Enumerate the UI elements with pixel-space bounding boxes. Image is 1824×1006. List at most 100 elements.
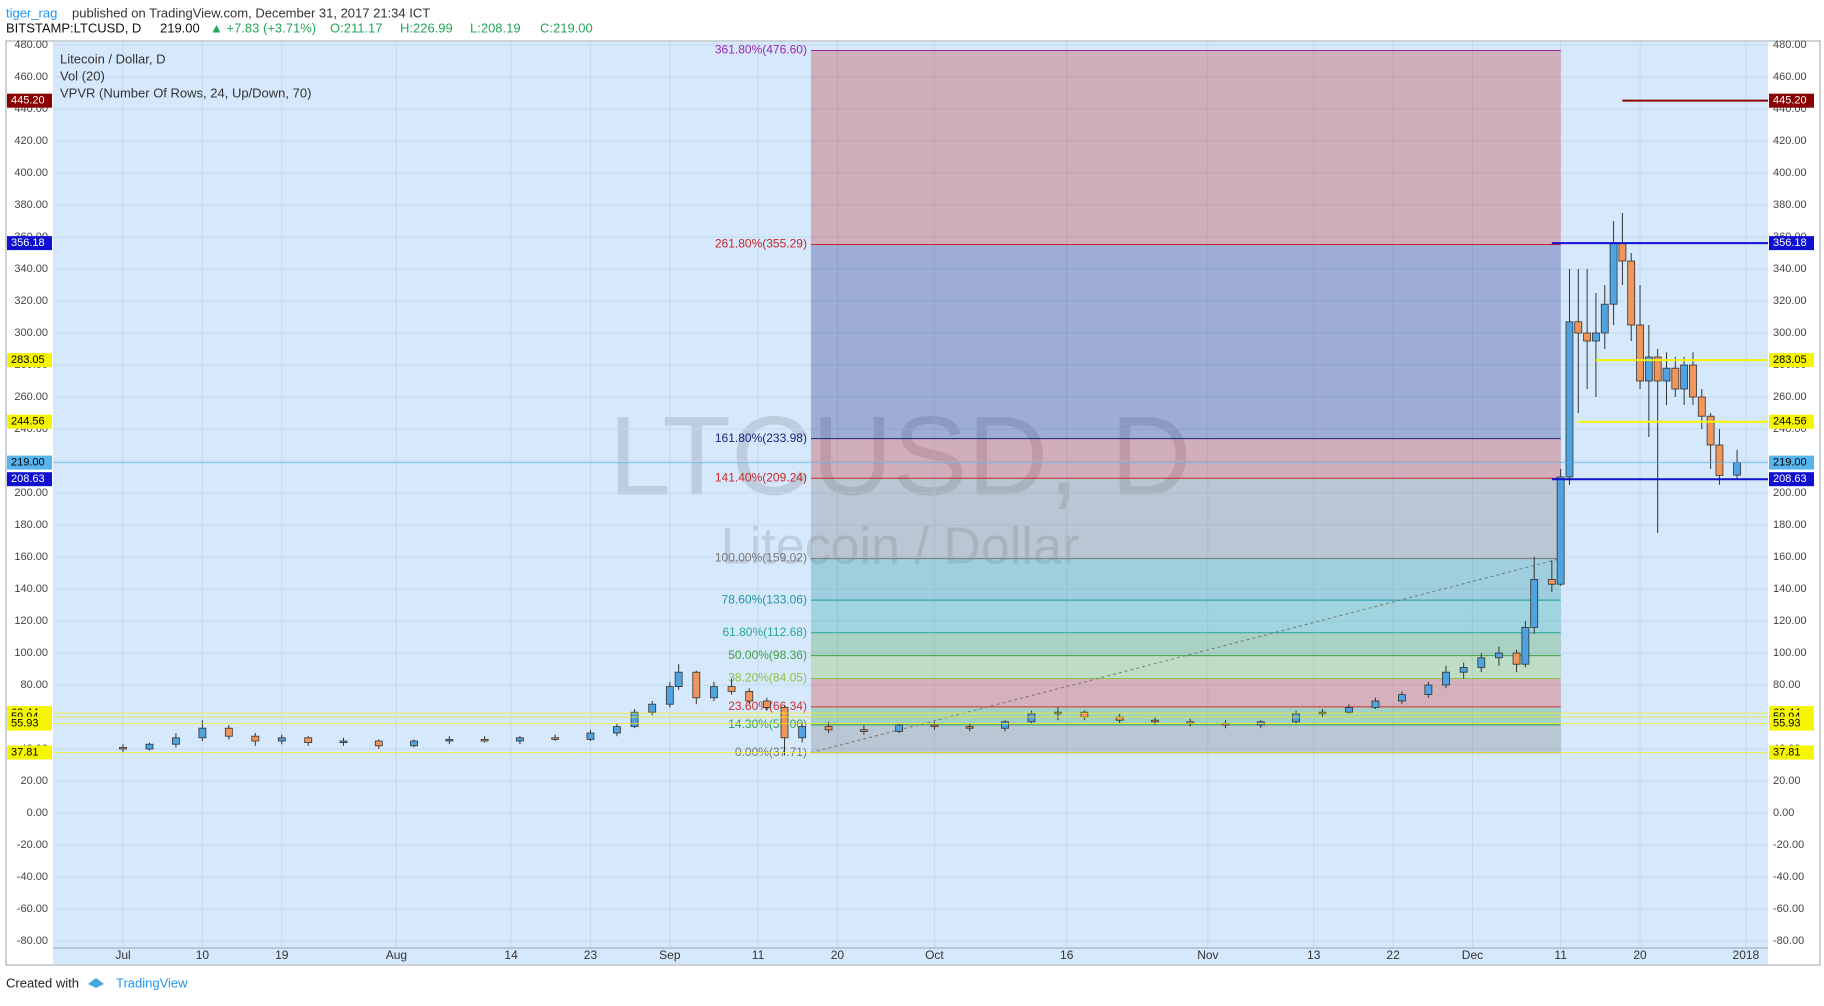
candle-body — [762, 700, 771, 708]
candle-body — [1001, 721, 1009, 729]
candle-body — [1689, 364, 1697, 398]
candle-body — [630, 711, 639, 728]
candle-body — [613, 726, 621, 734]
y-tick-label: 0.00 — [27, 807, 48, 819]
y-tick-label: 120.00 — [14, 615, 48, 627]
candle-body — [1512, 652, 1521, 665]
level-badge-right-text: 208.63 — [1773, 473, 1807, 485]
candle-body — [172, 737, 180, 745]
candle-body — [1371, 700, 1380, 708]
y-tick-label-right: -20.00 — [1773, 839, 1804, 851]
candle-body — [1398, 694, 1406, 702]
y-tick-label-right: -60.00 — [1773, 903, 1804, 915]
x-tick-label: 19 — [275, 948, 289, 962]
y-tick-label-right: 0.00 — [1773, 807, 1794, 819]
candle-body — [895, 724, 904, 732]
watermark-name: Litecoin / Dollar — [721, 518, 1079, 576]
candle-body — [1627, 260, 1636, 326]
candle-body — [1292, 713, 1300, 723]
candle-body — [1653, 356, 1662, 382]
level-badge-right-text: 445.20 — [1773, 95, 1807, 107]
y-tick-label: -80.00 — [17, 935, 48, 947]
y-tick-label: 100.00 — [14, 647, 48, 659]
y-tick-label-right: 160.00 — [1773, 551, 1807, 563]
y-tick-label-right: -40.00 — [1773, 871, 1804, 883]
y-tick-label-right: 260.00 — [1773, 391, 1807, 403]
footer-brand[interactable]: TradingView — [116, 975, 188, 990]
candle-body — [198, 727, 207, 739]
candle-body — [1662, 367, 1671, 382]
x-tick-label: Dec — [1462, 948, 1483, 962]
author[interactable]: tiger_rag — [6, 5, 57, 20]
level-badge-right — [1769, 236, 1814, 251]
y-tick-label-right: 300.00 — [1773, 327, 1807, 339]
level-badge-left — [7, 472, 52, 487]
y-tick-label-right: 200.00 — [1773, 487, 1807, 499]
candle-body — [374, 740, 383, 747]
candle-body — [1477, 657, 1486, 668]
level-badge-right — [1769, 414, 1814, 429]
level-badge-right — [1769, 716, 1814, 731]
candle-body — [1609, 242, 1618, 305]
level-badge-left-text: 283.05 — [11, 354, 45, 366]
x-tick-label: 11 — [1554, 948, 1567, 962]
candle-body — [145, 743, 154, 750]
fib-zone — [810, 244, 1561, 439]
candle-body — [1442, 671, 1450, 686]
y-tick-label: -20.00 — [17, 839, 48, 851]
footer-created: Created with — [6, 975, 79, 990]
close: C:219.00 — [540, 20, 593, 35]
low: L:208.19 — [470, 20, 521, 35]
level-badge-left-text: 37.81 — [11, 746, 39, 758]
x-tick-label: 20 — [831, 948, 845, 962]
level-badge-left — [7, 745, 52, 760]
candle-body — [745, 691, 754, 702]
y-tick-label-right: 420.00 — [1773, 135, 1807, 147]
y-tick-label: 160.00 — [14, 551, 48, 563]
y-tick-label: 20.00 — [20, 775, 48, 787]
y-tick-label-right: 20.00 — [1773, 775, 1801, 787]
fib-zone — [810, 438, 1561, 479]
x-tick-label: Nov — [1197, 948, 1218, 962]
level-badge-right-text: 219.00 — [1773, 457, 1807, 469]
fib-zone — [810, 724, 1561, 753]
legend-item: Vol (20) — [60, 68, 105, 83]
candle-body — [648, 703, 657, 713]
level-badge-right — [1769, 455, 1814, 470]
fib-label: 0.00%(37.71) — [735, 745, 807, 759]
candle-body — [516, 737, 524, 742]
y-tick-label-right: 320.00 — [1773, 295, 1807, 307]
high: H:226.99 — [400, 20, 453, 35]
fib-label: 38.20%(84.05) — [728, 671, 807, 685]
candle-body — [674, 671, 683, 688]
y-tick-label: 380.00 — [14, 199, 48, 211]
open: O:211.17 — [330, 20, 383, 35]
y-tick-label: 260.00 — [14, 391, 48, 403]
fib-zone — [810, 600, 1561, 633]
x-tick-label: 2018 — [1733, 948, 1760, 962]
level-badge-right-text: 244.56 — [1773, 416, 1807, 428]
level-badge-left — [7, 93, 52, 108]
candle-body — [277, 737, 286, 742]
candle-body — [1459, 667, 1468, 673]
candle-body — [1345, 707, 1353, 713]
y-tick-label-right: 400.00 — [1773, 167, 1807, 179]
level-badge-right-text: 55.93 — [1773, 717, 1801, 729]
candle-body — [965, 726, 974, 729]
y-tick-label-right: 180.00 — [1773, 519, 1807, 531]
x-tick-label: 14 — [504, 948, 518, 962]
level-badge-right — [1769, 93, 1814, 108]
candle-body — [1574, 321, 1583, 334]
candle-body — [1671, 367, 1680, 390]
candle-body — [727, 686, 736, 692]
level-badge-left — [7, 236, 52, 251]
candle-body — [710, 686, 718, 699]
x-tick-label: Jul — [115, 948, 130, 962]
fib-zone — [810, 558, 1561, 601]
fib-zone — [810, 655, 1561, 679]
watermark-symbol: LTCUSD, D — [609, 394, 1192, 519]
fib-label: 50.00%(98.36) — [728, 648, 807, 662]
published: published on TradingView.com, December 3… — [72, 5, 430, 20]
candle-body — [1151, 719, 1159, 723]
candle-body — [1027, 713, 1036, 723]
